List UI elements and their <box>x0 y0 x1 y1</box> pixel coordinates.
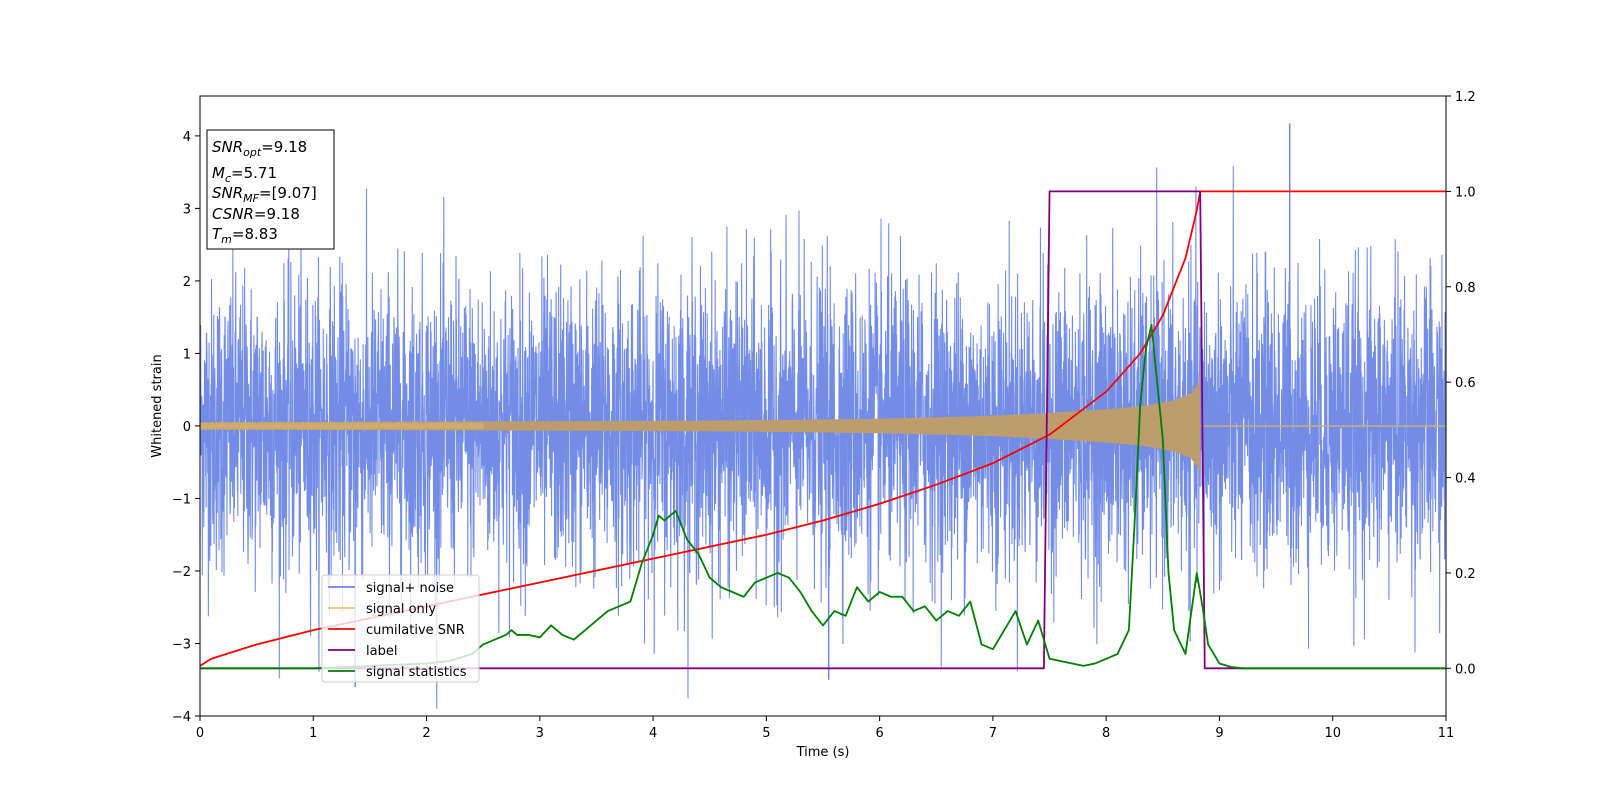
stats-box-row: Mc=5.71 <box>212 164 277 185</box>
y-axis-left: −4 −3 −2 −1 0 1 2 3 4 <box>172 130 200 725</box>
y-tick-label: 2 <box>183 275 191 290</box>
y-tick-label: −4 <box>172 710 191 725</box>
stats-box-row: SNRopt=9.18 <box>212 138 307 159</box>
x-tick-label: 10 <box>1324 726 1341 741</box>
stats-box-frame <box>206 129 335 250</box>
x-tick-label: 3 <box>536 726 544 741</box>
y-axis-right: 0.0 0.2 0.4 0.6 0.8 1.0 1.2 <box>1446 90 1476 677</box>
y-tick-label: −1 <box>172 492 191 507</box>
stats-box-row: SNRMF=[9.07] <box>212 184 317 205</box>
x-tick-label: 5 <box>762 726 770 741</box>
y-tick-label: −3 <box>172 637 191 652</box>
y2-tick-label: 1.0 <box>1455 185 1476 200</box>
legend-label: signal statistics <box>366 665 467 680</box>
signal-only-series <box>200 364 1446 488</box>
x-axis-label: Time (s) <box>796 745 850 760</box>
y-axis-label: Whitened strain <box>150 354 165 457</box>
y2-tick-label: 0.4 <box>1455 472 1476 487</box>
y2-tick-label: 1.2 <box>1455 90 1476 105</box>
y2-tick-label: 0.6 <box>1455 376 1476 391</box>
x-tick-label: 1 <box>309 726 317 741</box>
y-tick-label: 0 <box>183 420 191 435</box>
legend-frame <box>321 574 480 683</box>
x-tick-label: 4 <box>649 726 657 741</box>
x-tick-label: 0 <box>196 726 204 741</box>
x-tick-label: 8 <box>1102 726 1110 741</box>
y-tick-label: 1 <box>183 347 191 362</box>
x-tick-label: 2 <box>422 726 430 741</box>
plot-frame <box>199 95 1447 717</box>
y2-tick-label: 0.0 <box>1455 662 1476 677</box>
stats-box-row: Tm=8.83 <box>212 225 278 246</box>
x-tick-label: 6 <box>875 726 883 741</box>
y2-tick-label: 0.8 <box>1455 281 1476 296</box>
legend-label: label <box>366 644 397 659</box>
legend: signal+ noise signal only cumilative SNR la… <box>321 574 480 683</box>
x-axis: 0 1 2 3 4 5 6 7 8 9 10 11 <box>196 716 1454 741</box>
y-tick-label: 3 <box>183 202 191 217</box>
signal-only-envelope <box>200 364 1201 488</box>
signal-statistics-line <box>200 324 1446 670</box>
y-tick-label: 4 <box>183 130 191 145</box>
signal-only-oscillation <box>200 420 484 432</box>
y2-tick-label: 0.2 <box>1455 567 1476 582</box>
x-tick-label: 7 <box>989 726 997 741</box>
x-tick-label: 11 <box>1438 726 1455 741</box>
x-tick-label: 9 <box>1215 726 1223 741</box>
y-tick-label: −2 <box>172 565 191 580</box>
legend-label: signal+ noise <box>366 581 454 596</box>
stats-box-row: CSNR=9.18 <box>212 205 300 223</box>
legend-label: signal only <box>366 602 436 617</box>
legend-label: cumilative SNR <box>366 623 465 638</box>
